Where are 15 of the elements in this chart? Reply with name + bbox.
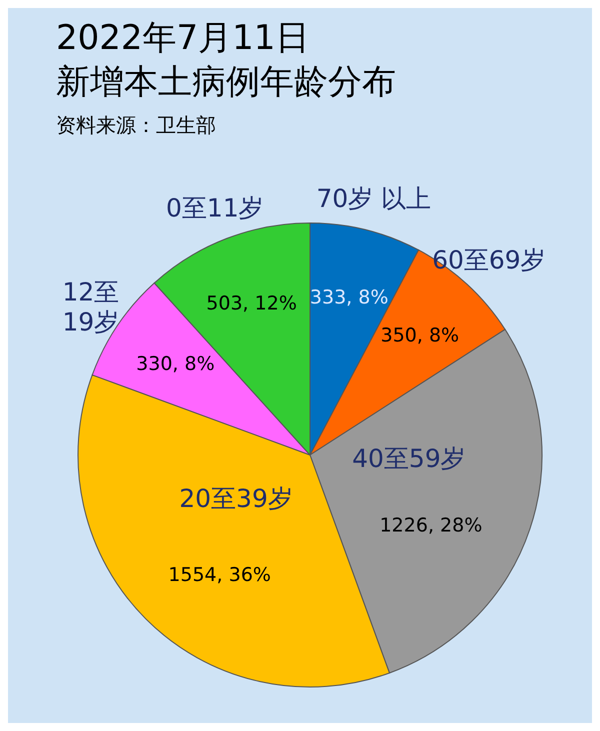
slice-label: 60至69岁 (432, 246, 546, 275)
data-label: 350, 8% (380, 324, 460, 346)
slice-label: 20至39岁 (179, 484, 293, 514)
data-label: 330, 8% (136, 353, 215, 376)
chart-subtitle: 新增本土病例年龄分布 (56, 61, 396, 104)
slice-label: 0至11岁 (166, 194, 264, 223)
data-label: 503, 12% (206, 292, 297, 314)
data-label: 1226, 28% (380, 514, 482, 537)
slice-label: 70岁 以上 (316, 184, 432, 213)
slice-label: 40至59岁 (352, 444, 466, 473)
slice-label: 12至 19岁 (62, 278, 120, 337)
text: 资料来源：卫生部 (56, 112, 217, 139)
data-label: 333, 8% (310, 286, 388, 308)
chart-title: 2022年7月11日 (56, 17, 310, 60)
data-label: 1554, 36% (168, 564, 271, 586)
